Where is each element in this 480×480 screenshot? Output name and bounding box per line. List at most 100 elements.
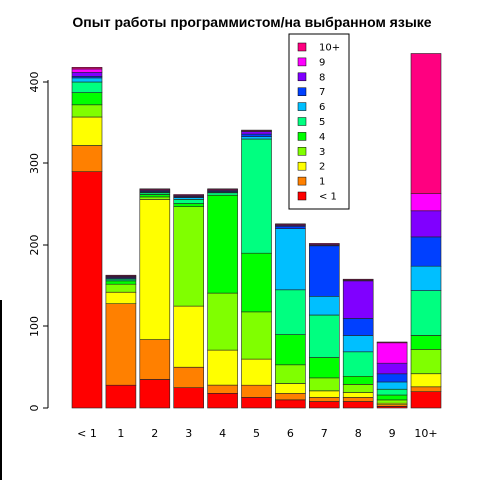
bar-segment <box>241 358 272 386</box>
bar-stack <box>410 53 442 409</box>
bar-segment <box>71 92 103 106</box>
x-tick-label: 9 <box>389 427 396 440</box>
x-tick-label: 6 <box>287 427 294 440</box>
bar-segment <box>410 210 442 238</box>
bar-stack <box>71 67 103 409</box>
bar-segment <box>71 81 103 93</box>
y-tick-label: 100 <box>28 316 41 337</box>
x-tick-label: < 1 <box>77 427 97 440</box>
legend-swatch <box>297 147 307 156</box>
bar-segment <box>308 295 340 316</box>
bar-segment <box>71 104 103 118</box>
bar-segment <box>139 199 171 340</box>
bars-group <box>71 53 442 409</box>
legend-swatch <box>297 191 307 201</box>
bar-stack <box>308 243 340 409</box>
bar-segment <box>308 243 340 245</box>
bar-segment <box>376 341 408 344</box>
x-tick-label: 8 <box>355 427 362 440</box>
legend-label: 4 <box>319 132 325 143</box>
y-tick-labels: 0 100 200 300 400 <box>28 72 41 412</box>
x-tick-label: 3 <box>185 427 192 440</box>
bar-segment <box>410 386 442 392</box>
x-tick-label: 4 <box>219 427 226 440</box>
bar-segment <box>308 357 340 379</box>
bar-segment <box>308 245 340 297</box>
bar-segment <box>275 334 306 366</box>
bar-segment <box>71 171 103 409</box>
x-tick-label: 10+ <box>414 427 437 440</box>
bar-segment <box>71 145 103 173</box>
bar-segment <box>410 290 442 336</box>
y-tick-label: 0 <box>28 405 41 412</box>
bar-stack <box>342 278 374 409</box>
x-tick-labels: < 1 1 2 3 4 5 6 7 8 9 10+ <box>77 427 437 440</box>
legend-swatch <box>297 42 307 52</box>
bar-segment <box>342 335 374 353</box>
bar-segment <box>241 129 272 132</box>
bar-segment <box>173 199 204 204</box>
bar-segment <box>105 274 137 277</box>
bar-segment <box>105 283 137 293</box>
legend-swatch <box>297 57 307 67</box>
bar-segment <box>207 292 238 351</box>
bar-segment <box>410 391 442 409</box>
x-tick-label: 5 <box>253 427 260 440</box>
bar-stack <box>207 188 238 409</box>
legend-swatch <box>297 176 307 186</box>
legend-swatch <box>297 87 307 96</box>
bar-segment <box>71 71 103 77</box>
bar-segment <box>71 116 103 146</box>
bar-segment <box>410 373 442 388</box>
legend-label: 3 <box>319 147 325 158</box>
bar-segment <box>308 314 340 358</box>
bar-segment <box>275 399 306 409</box>
bar-segment <box>376 406 408 409</box>
legend-label: 1 <box>319 177 325 188</box>
bar-segment <box>139 339 171 380</box>
x-tick-label: 2 <box>151 427 158 440</box>
bar-segment <box>105 384 137 409</box>
legend-swatch <box>297 102 307 111</box>
bar-segment <box>173 203 204 207</box>
bar-segment <box>241 397 272 409</box>
legend-swatch <box>297 161 307 171</box>
bar-segment <box>308 390 340 398</box>
bar-segment <box>71 77 103 83</box>
bar-segment <box>342 392 374 398</box>
bar-segment <box>241 133 272 137</box>
legend-label: < 1 <box>319 192 337 203</box>
bar-segment <box>275 289 306 335</box>
bar-segment <box>275 226 306 230</box>
bar-segment <box>207 188 238 190</box>
bar-segment <box>241 311 272 360</box>
bar-segment <box>275 228 306 291</box>
bar-segment <box>173 305 204 368</box>
bar-segment <box>410 236 442 267</box>
bar-segment <box>139 379 171 409</box>
bar-segment <box>207 192 238 196</box>
bar-segment <box>139 188 171 190</box>
bar-segment <box>241 252 272 313</box>
bar-segment <box>241 131 272 135</box>
bar-stack <box>139 188 171 409</box>
legend-label: 9 <box>319 57 325 68</box>
bar-segment <box>410 335 442 350</box>
y-axis-line <box>43 80 49 409</box>
legend-label: 5 <box>319 117 325 128</box>
bar-stack <box>275 223 306 409</box>
y-tick-label: 200 <box>28 235 41 256</box>
bar-segment <box>342 318 374 336</box>
bar-segment <box>308 377 340 392</box>
bar-segment <box>410 193 442 212</box>
bar-segment <box>275 392 306 401</box>
bar-segment <box>241 136 272 140</box>
bar-segment <box>410 348 442 374</box>
y-tick-label: 300 <box>28 153 41 174</box>
x-tick-label: 7 <box>321 427 328 440</box>
chart-title: Опыт работы программистом/на выбранном я… <box>72 14 431 30</box>
scan-artifact-left-edge <box>0 300 2 480</box>
legend-label: 7 <box>319 87 325 98</box>
bar-segment <box>376 362 408 375</box>
